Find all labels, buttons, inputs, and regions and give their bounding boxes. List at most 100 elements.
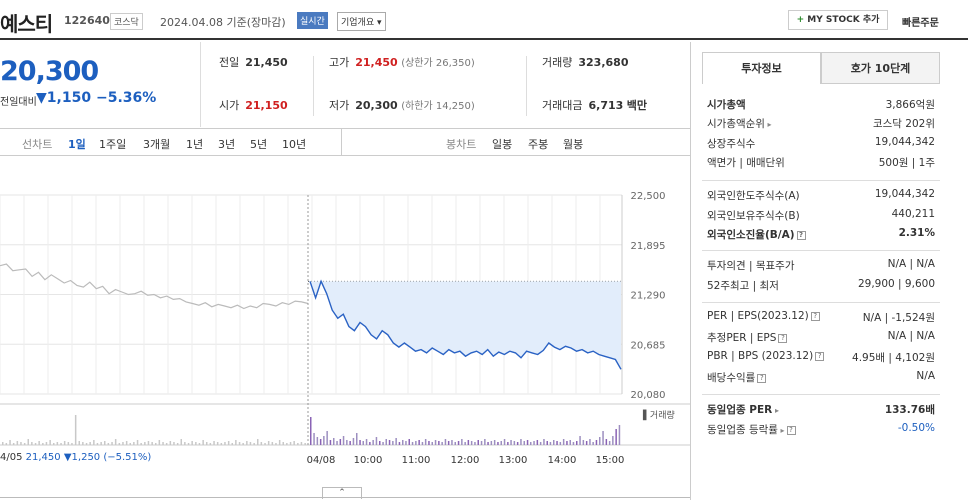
help-icon[interactable]: ? [757, 373, 767, 383]
price-change-percent: −5.36% [96, 90, 157, 106]
quick-order-button[interactable]: 빠른주문 [902, 18, 939, 29]
tab-5y[interactable]: 5년 [250, 138, 268, 151]
help-icon[interactable]: ? [810, 311, 820, 321]
volume-bar [271, 442, 274, 445]
volume-bar [213, 441, 215, 445]
tab-daily[interactable]: 일봉 [492, 138, 513, 151]
volume-bar [415, 441, 417, 445]
volume-bar [169, 441, 172, 445]
volume-bar [464, 442, 466, 445]
tab-orderbook-10[interactable]: 호가 10단계 [821, 52, 940, 84]
tab-candle-chart[interactable]: 봉차트 [446, 138, 477, 151]
volume-bar [493, 440, 496, 445]
stat-value: 6,713 [588, 99, 624, 112]
lower-limit: (하한가 14,250) [401, 101, 475, 112]
collapse-chart-button[interactable]: ⌃ [322, 487, 362, 499]
chevron-right-icon[interactable]: ▸ [764, 120, 772, 129]
price-chart[interactable]: 22,500 21,895 21,290 20,685 20,080 ▌거래량 04/08 1… [0, 157, 690, 487]
tab-1w[interactable]: 1주일 [99, 138, 127, 151]
x-tick-label: 14:00 [548, 455, 577, 466]
help-icon[interactable]: ? [796, 230, 806, 240]
tab-3y[interactable]: 3년 [218, 138, 236, 151]
info-row: 52주최고 | 최저 29,900 | 9,600 [707, 278, 935, 292]
stat-label: 전일 [219, 56, 240, 69]
volume-bar [162, 442, 164, 445]
help-icon[interactable]: ? [786, 425, 796, 435]
volume-bar [333, 438, 335, 445]
x-tick-label: 10:00 [354, 455, 383, 466]
volume-bar [198, 443, 201, 445]
realtime-badge[interactable]: 실시간 [297, 12, 328, 29]
volume-bar [543, 439, 545, 445]
divider [313, 56, 314, 116]
info-row: 시가총액 3,866억원 [707, 97, 935, 111]
volume-bar [428, 441, 430, 445]
help-icon[interactable]: ? [815, 351, 825, 361]
tab-10y[interactable]: 10년 [282, 138, 307, 151]
volume-bar [477, 440, 479, 445]
chevron-right-icon[interactable]: ▸ [772, 406, 780, 415]
volume-bar [356, 433, 358, 445]
market-badge: 코스닥 [110, 13, 143, 30]
info-value: 3,866억원 [885, 99, 935, 111]
stat-label: 거래대금 [542, 99, 583, 112]
volume-bar [615, 429, 617, 445]
volume-bar [398, 442, 401, 445]
tab-investment-info[interactable]: 투자정보 [702, 52, 821, 84]
stat-value: 21,450 [355, 56, 398, 69]
volume-bar [286, 443, 288, 445]
tab-1d[interactable]: 1일 [68, 138, 86, 151]
volume-bar [392, 441, 394, 445]
volume-bar [300, 442, 303, 445]
info-value: 500원 | 1주 [878, 157, 935, 169]
stat-label: 고가 [329, 56, 350, 69]
tab-3m[interactable]: 3개월 [143, 138, 171, 151]
volume-bar [125, 441, 128, 445]
tab-weekly[interactable]: 주봉 [528, 138, 549, 151]
info-row: 동일업종 등락률 ▸? -0.50% [707, 422, 935, 436]
y-tick-label: 21,895 [631, 241, 666, 252]
info-label: 동일업종 PER ▸ [707, 404, 780, 416]
volume-bar [513, 441, 516, 445]
chevron-right-icon[interactable]: ▸ [777, 426, 785, 435]
tab-1y[interactable]: 1년 [186, 138, 204, 151]
volume-bar [140, 443, 142, 445]
volume-bar [500, 441, 502, 445]
today-area-fill [310, 281, 621, 370]
tab-line-chart[interactable]: 선차트 [22, 138, 53, 151]
volume-bar [402, 440, 404, 445]
prev-day-summary: 4/05 21,450 ▼1,250 (−5.51%) [0, 452, 151, 463]
volume-bar [38, 441, 40, 445]
help-icon[interactable]: ? [778, 333, 788, 343]
x-tick-label: 12:00 [451, 455, 480, 466]
volume-bar [431, 442, 433, 445]
stat-unit: 백만 [626, 99, 648, 112]
tab-monthly[interactable]: 월봉 [563, 138, 584, 151]
info-row: 상장주식수 19,044,342 [707, 136, 935, 150]
volume-bar [195, 442, 197, 445]
volume-bar [264, 443, 266, 445]
x-tick-label: 11:00 [402, 455, 431, 466]
volume-bar [490, 441, 493, 445]
volume-bar [539, 442, 542, 445]
down-arrow-icon: ▼ [36, 90, 47, 106]
volume-bar [533, 441, 535, 445]
volume-bar [424, 439, 427, 445]
current-price: 20,300 [0, 56, 99, 87]
info-value: -0.50% [897, 422, 935, 434]
volume-bar [530, 442, 532, 445]
volume-bar [45, 442, 48, 445]
volume-bar [20, 442, 22, 445]
stat-prev: 전일 21,450 [219, 54, 288, 70]
chart-period-tabs: 선차트 1일 1주일 3개월 1년 3년 5년 10년 봉차트 일봉 주봉 월봉 [0, 128, 690, 156]
volume-bar [231, 443, 233, 445]
volume-bar [129, 443, 131, 445]
company-overview-dropdown[interactable]: 기업개요 ▾ [337, 12, 386, 31]
add-my-stock-button[interactable]: + MY STOCK 추가 [788, 10, 888, 30]
volume-bar [421, 442, 424, 445]
volume-bar [608, 441, 611, 445]
volume-bar [507, 442, 509, 445]
volume-bar [227, 441, 230, 445]
volume-bar [585, 441, 588, 445]
volume-bar [579, 436, 581, 445]
